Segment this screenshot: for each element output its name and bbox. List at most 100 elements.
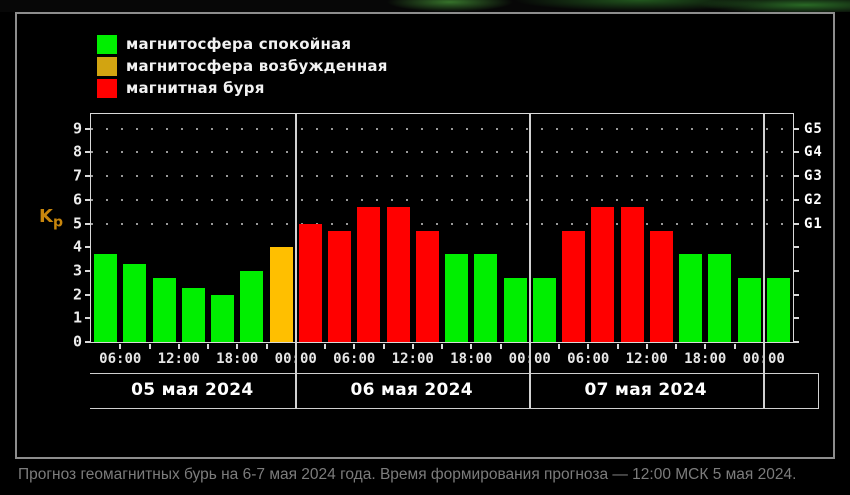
kp-bar bbox=[737, 278, 761, 342]
kp-bar bbox=[298, 223, 322, 342]
y-tick-label: 3 bbox=[72, 261, 82, 280]
kp-bar bbox=[591, 206, 615, 342]
x-tick-mark bbox=[499, 344, 502, 349]
time-tick-label: 00:00 bbox=[274, 351, 317, 367]
time-tick-label: 06:00 bbox=[567, 351, 610, 367]
kp-bar bbox=[94, 254, 118, 342]
aurora-photo-edge bbox=[0, 0, 850, 12]
time-tick-label: 00:00 bbox=[742, 351, 785, 367]
storm-level-gridline bbox=[91, 175, 793, 178]
x-tick-mark bbox=[587, 344, 590, 349]
plot-area: Kp G1 G2 G3 G4 G5 0 1 2 3 4 5 6 7 8 9 06:00 12:00 18:00 00… bbox=[39, 113, 822, 367]
x-tick-mark bbox=[675, 344, 677, 349]
legend-label: магнитосфера возбужденная bbox=[126, 57, 388, 75]
time-tick-label: 00:00 bbox=[508, 351, 551, 367]
forecast-caption: Прогноз геомагнитных бурь на 6-7 мая 202… bbox=[18, 466, 797, 483]
x-tick-mark bbox=[324, 344, 326, 349]
y-tick-mark bbox=[793, 246, 799, 249]
y-tick-mark bbox=[85, 269, 91, 272]
y-tick-mark bbox=[85, 246, 91, 249]
y-tick-mark bbox=[793, 127, 799, 130]
legend-item-quiet: магнитосфера спокойная bbox=[97, 33, 388, 55]
time-tick-label: 12:00 bbox=[157, 351, 200, 367]
g-scale-label: G3 bbox=[804, 168, 823, 185]
y-tick-mark bbox=[85, 127, 91, 130]
y-tick-label: 0 bbox=[72, 332, 82, 351]
y-tick-label: 7 bbox=[72, 166, 82, 185]
y-tick-mark bbox=[85, 151, 91, 154]
kp-bar bbox=[679, 254, 703, 342]
y-tick-mark bbox=[793, 317, 799, 320]
time-tick-label: 18:00 bbox=[216, 351, 259, 367]
forecast-chart-frame: магнитосфера спокойная магнитосфера возб… bbox=[15, 12, 835, 459]
x-tick-mark bbox=[470, 344, 473, 349]
excited-color-swatch bbox=[97, 56, 117, 76]
kp-bar bbox=[474, 254, 498, 342]
y-tick-label: 4 bbox=[72, 237, 82, 256]
y-tick-mark bbox=[85, 293, 91, 296]
date-label: 06 мая 2024 bbox=[350, 380, 473, 401]
y-tick-mark bbox=[85, 222, 91, 225]
y-tick-mark bbox=[793, 293, 799, 296]
x-tick-mark bbox=[265, 344, 268, 349]
y-tick-label: 9 bbox=[72, 119, 82, 138]
x-tick-mark bbox=[645, 344, 648, 349]
x-tick-mark bbox=[616, 344, 619, 349]
kp-bar bbox=[386, 206, 410, 342]
kp-bar bbox=[503, 278, 527, 342]
legend-item-storm: магнитная буря bbox=[97, 77, 388, 99]
y-tick-label: 6 bbox=[72, 190, 82, 209]
x-tick-mark bbox=[382, 344, 385, 349]
y-tick-label: 5 bbox=[72, 214, 82, 233]
kp-bar bbox=[240, 270, 264, 342]
kp-bar bbox=[123, 263, 147, 342]
y-tick-label: 2 bbox=[72, 285, 82, 304]
kp-bar bbox=[211, 294, 235, 342]
storm-level-gridline bbox=[91, 151, 793, 154]
x-tick-mark bbox=[558, 344, 560, 349]
legend-label: магнитная буря bbox=[126, 79, 265, 97]
kp-bar bbox=[766, 278, 790, 342]
legend-label: магнитосфера спокойная bbox=[126, 35, 352, 53]
quiet-color-swatch bbox=[97, 34, 117, 54]
x-tick-mark bbox=[441, 344, 443, 349]
kp-bar bbox=[181, 287, 205, 342]
time-tick-label: 18:00 bbox=[450, 351, 493, 367]
x-tick-mark bbox=[762, 344, 765, 349]
x-tick-mark bbox=[236, 344, 239, 349]
date-label: 05 мая 2024 bbox=[131, 380, 254, 401]
y-tick-mark bbox=[85, 175, 91, 178]
kp-bar bbox=[152, 278, 176, 342]
y-tick-mark bbox=[793, 341, 799, 343]
y-tick-mark bbox=[85, 341, 91, 343]
kp-bar bbox=[415, 230, 439, 342]
x-tick-mark bbox=[119, 344, 122, 349]
x-tick-mark bbox=[733, 344, 736, 349]
x-tick-mark bbox=[177, 344, 180, 349]
y-tick-mark bbox=[793, 151, 799, 154]
legend: магнитосфера спокойная магнитосфера возб… bbox=[97, 33, 388, 99]
x-tick-mark bbox=[528, 344, 531, 349]
g-scale-label: G4 bbox=[804, 144, 823, 161]
x-tick-mark bbox=[294, 344, 297, 349]
kp-bar bbox=[562, 230, 586, 342]
storm-color-swatch bbox=[97, 78, 117, 98]
kp-bar bbox=[445, 254, 469, 342]
kp-bar bbox=[708, 254, 732, 342]
kp-bar bbox=[357, 206, 381, 342]
x-tick-mark bbox=[353, 344, 356, 349]
y-tick-mark bbox=[85, 198, 91, 201]
legend-item-excited: магнитосфера возбужденная bbox=[97, 55, 388, 77]
kp-bar bbox=[328, 230, 352, 342]
storm-level-gridline bbox=[91, 127, 793, 130]
x-tick-mark bbox=[704, 344, 707, 349]
y-axis-title-kp: Kp bbox=[39, 206, 63, 231]
y-tick-mark bbox=[793, 269, 799, 272]
x-tick-mark bbox=[148, 344, 151, 349]
storm-level-gridline bbox=[91, 198, 793, 201]
kp-bar bbox=[620, 206, 644, 342]
y-tick-mark bbox=[793, 175, 799, 178]
time-tick-label: 18:00 bbox=[684, 351, 727, 367]
date-label: 07 мая 2024 bbox=[584, 380, 707, 401]
storm-level-gridline bbox=[91, 222, 793, 225]
